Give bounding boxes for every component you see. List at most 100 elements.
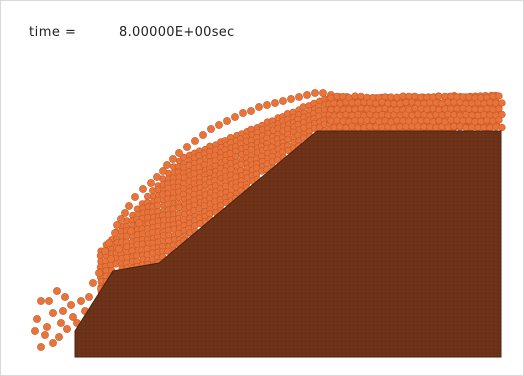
particle: [330, 123, 338, 132]
particle: [489, 117, 497, 125]
time-value: 8.00000E+00sec: [119, 25, 235, 40]
particle: [175, 149, 183, 157]
particle: [319, 89, 327, 97]
particle: [381, 93, 389, 101]
particle: [453, 116, 461, 124]
particle: [31, 327, 39, 335]
particle: [59, 307, 67, 315]
particle: [215, 121, 223, 129]
particle: [447, 105, 455, 113]
particle: [393, 93, 401, 101]
particle: [153, 173, 161, 181]
particle: [402, 98, 410, 106]
particle: [363, 116, 371, 124]
particle: [231, 113, 239, 121]
particle: [450, 122, 458, 130]
particle: [311, 89, 319, 97]
particle: [366, 122, 374, 131]
particle: [471, 105, 479, 113]
particle: [77, 297, 85, 305]
particle: [351, 116, 359, 125]
particle: [183, 143, 191, 151]
particle: [378, 123, 386, 131]
particle: [169, 155, 177, 163]
particle: [498, 99, 506, 107]
particle: [375, 117, 383, 126]
particle: [89, 279, 97, 287]
particle: [41, 331, 49, 339]
particle: [153, 202, 162, 210]
particle: [495, 116, 503, 124]
particle: [199, 131, 207, 139]
particle: [127, 227, 135, 235]
particle: [369, 116, 377, 124]
particle: [393, 116, 401, 124]
particle: [49, 339, 57, 347]
particle: [239, 109, 247, 117]
particle: [486, 124, 494, 132]
particle: [498, 110, 506, 119]
particle: [107, 255, 115, 263]
particle: [299, 103, 307, 111]
particle: [125, 202, 133, 210]
particle: [489, 92, 497, 100]
particle: [55, 333, 63, 341]
particle: [354, 124, 362, 132]
particle: [232, 152, 240, 160]
particle: [333, 116, 341, 125]
particle: [105, 239, 113, 247]
particle: [474, 111, 482, 120]
particle: [396, 123, 404, 131]
particle: [67, 301, 75, 309]
particle: [444, 123, 452, 131]
particle: [295, 93, 303, 101]
particle: [432, 99, 440, 107]
particle: [144, 192, 152, 201]
particle: [465, 105, 473, 113]
particle: [411, 92, 419, 100]
particle: [61, 293, 69, 301]
particle: [49, 309, 57, 317]
particle: [357, 92, 365, 100]
particle: [85, 293, 93, 301]
particle: [333, 105, 341, 113]
particle: [271, 99, 279, 107]
particle: [483, 116, 491, 124]
solid-block: [74, 130, 502, 358]
particle: [348, 99, 356, 107]
particle: [357, 104, 365, 112]
particle: [284, 135, 292, 143]
particle: [327, 105, 335, 114]
particle: [477, 117, 485, 125]
particle: [327, 117, 335, 125]
particle: [121, 209, 129, 217]
particle: [95, 269, 103, 277]
particle: [147, 179, 155, 187]
particle: [221, 182, 230, 190]
particle: [420, 123, 428, 131]
particle: [69, 313, 77, 321]
particle: [399, 92, 407, 100]
particle: [191, 137, 199, 145]
particle: [417, 105, 425, 113]
particle: [369, 105, 377, 114]
particle: [477, 93, 485, 102]
particle: [237, 160, 245, 168]
particle: [399, 117, 407, 125]
particle: [247, 107, 255, 115]
time-label: time =: [29, 25, 77, 40]
particle: [459, 104, 467, 112]
particle: [37, 343, 45, 351]
particle: [453, 104, 461, 113]
particle: [57, 319, 65, 327]
particle: [339, 117, 347, 125]
particle: [53, 287, 61, 295]
particle: [495, 104, 503, 113]
particle: [43, 323, 51, 331]
particle: [123, 253, 131, 261]
particle: [45, 297, 53, 305]
particle: [33, 315, 41, 323]
particle: [459, 116, 467, 125]
particle: [390, 124, 398, 132]
particle: [37, 297, 45, 305]
